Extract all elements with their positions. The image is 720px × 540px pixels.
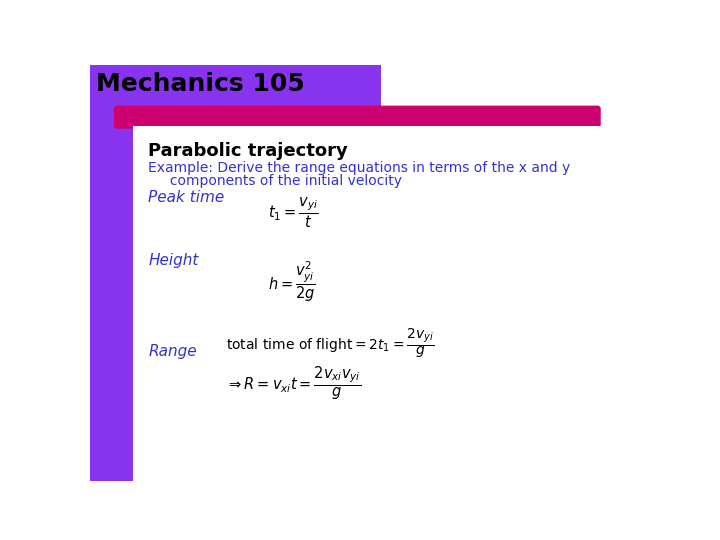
Text: components of the initial velocity: components of the initial velocity <box>148 174 402 188</box>
Text: $t_1 = \dfrac{v_{yi}}{t}$: $t_1 = \dfrac{v_{yi}}{t}$ <box>269 195 319 230</box>
Text: Parabolic trajectory: Parabolic trajectory <box>148 142 348 160</box>
Text: $\Rightarrow R = v_{xi}t = \dfrac{2v_{xi}v_{yi}}{g}$: $\Rightarrow R = v_{xi}t = \dfrac{2v_{xi… <box>225 365 361 402</box>
Bar <box>90 107 132 481</box>
Text: $\mathrm{total\ time\ of\ flight} = 2t_1 = \dfrac{2v_{yi}}{g}$: $\mathrm{total\ time\ of\ flight} = 2t_1… <box>225 327 434 360</box>
Text: Example: Derive the range equations in terms of the x and y: Example: Derive the range equations in t… <box>148 161 570 175</box>
Text: Peak time: Peak time <box>148 190 225 205</box>
Text: Mechanics 105: Mechanics 105 <box>96 72 305 96</box>
Text: Height: Height <box>148 253 199 268</box>
FancyBboxPatch shape <box>114 106 600 129</box>
Text: Range: Range <box>148 343 197 359</box>
Bar <box>132 126 648 481</box>
Text: $h = \dfrac{v_{yi}^{2}}{2g}$: $h = \dfrac{v_{yi}^{2}}{2g}$ <box>269 260 316 305</box>
Bar <box>90 65 381 107</box>
